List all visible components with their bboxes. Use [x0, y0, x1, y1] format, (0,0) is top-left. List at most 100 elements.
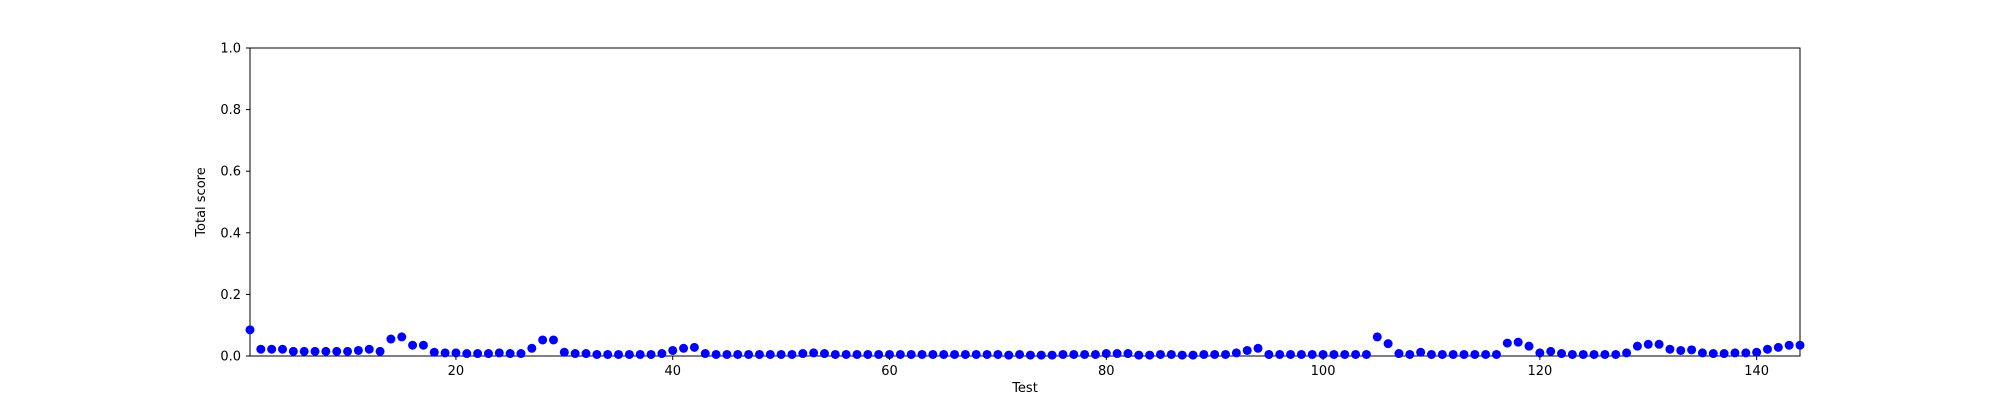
- x-tick-label: 20: [448, 364, 465, 379]
- data-point: [1004, 350, 1014, 360]
- y-tick-label: 0.4: [220, 226, 241, 241]
- y-axis-label: Total score: [194, 167, 209, 237]
- data-point: [679, 343, 689, 353]
- data-point: [1318, 349, 1328, 359]
- y-axis: 0.0 0.2 0.4 0.6 0.8 1.0: [220, 42, 250, 365]
- data-point: [1600, 349, 1610, 359]
- data-point: [1188, 350, 1198, 360]
- data-point: [819, 349, 829, 359]
- y-tick-label: 0.0: [220, 350, 241, 365]
- data-point: [570, 349, 580, 359]
- data-point: [614, 349, 624, 359]
- data-point: [1155, 349, 1165, 359]
- data-point: [1567, 349, 1577, 359]
- data-point: [1481, 349, 1491, 359]
- data-point: [787, 349, 797, 359]
- data-point: [1307, 349, 1317, 359]
- data-point: [624, 349, 634, 359]
- data-point: [906, 349, 916, 359]
- x-tick-label: 80: [1098, 364, 1115, 379]
- data-point: [689, 342, 699, 352]
- data-point: [1524, 341, 1534, 351]
- data-point: [1752, 347, 1762, 357]
- data-point: [1437, 349, 1447, 359]
- data-point: [1058, 349, 1068, 359]
- data-point: [1210, 349, 1220, 359]
- data-point: [1145, 350, 1155, 360]
- data-point: [1697, 348, 1707, 358]
- data-point: [440, 348, 450, 358]
- data-point: [321, 346, 331, 356]
- data-point: [245, 325, 255, 335]
- data-point: [310, 346, 320, 356]
- data-point: [700, 349, 710, 359]
- data-point: [928, 349, 938, 359]
- data-point: [1177, 350, 1187, 360]
- data-point: [1036, 350, 1046, 360]
- data-point: [1166, 349, 1176, 359]
- data-point: [375, 346, 385, 356]
- data-point: [1047, 350, 1057, 360]
- data-point: [1502, 338, 1512, 348]
- y-tick-label: 1.0: [220, 42, 241, 57]
- data-point: [1264, 349, 1274, 359]
- data-point: [494, 348, 504, 358]
- data-point: [830, 349, 840, 359]
- data-point: [1015, 349, 1025, 359]
- data-point: [798, 349, 808, 359]
- data-point: [1470, 349, 1480, 359]
- data-point: [1459, 349, 1469, 359]
- x-tick-label: 120: [1527, 364, 1552, 379]
- data-point: [343, 346, 353, 356]
- data-point: [635, 349, 645, 359]
- data-point: [451, 348, 461, 358]
- y-tick-label: 0.8: [220, 103, 241, 118]
- data-point: [418, 340, 428, 350]
- data-point: [1513, 337, 1523, 347]
- data-point: [267, 344, 277, 354]
- data-point: [1643, 339, 1653, 349]
- data-point: [1080, 349, 1090, 359]
- data-point: [429, 347, 439, 357]
- data-point: [1416, 347, 1426, 357]
- data-point: [581, 349, 591, 359]
- data-point: [1632, 341, 1642, 351]
- data-point: [1025, 350, 1035, 360]
- data-point: [1654, 339, 1664, 349]
- data-point: [950, 349, 960, 359]
- data-point: [1676, 345, 1686, 355]
- data-point: [1242, 345, 1252, 355]
- x-tick-label: 40: [664, 364, 681, 379]
- data-point: [1448, 349, 1458, 359]
- data-point: [776, 349, 786, 359]
- data-point: [960, 349, 970, 359]
- data-point: [1784, 340, 1794, 350]
- data-point: [1546, 346, 1556, 356]
- data-point: [1578, 349, 1588, 359]
- plot-area-frame: [249, 47, 1801, 357]
- data-point: [1741, 348, 1751, 358]
- x-tick-label: 100: [1311, 364, 1336, 379]
- data-point: [353, 345, 363, 355]
- data-point: [657, 349, 667, 359]
- data-point: [1611, 349, 1621, 359]
- data-point: [1275, 349, 1285, 359]
- data-point: [1069, 349, 1079, 359]
- x-axis: 20 40 60 80 100 120 140: [448, 356, 1769, 379]
- data-point: [874, 349, 884, 359]
- data-point: [397, 332, 407, 342]
- y-tick-label: 0.2: [220, 288, 241, 303]
- data-point: [809, 348, 819, 358]
- data-point: [1231, 348, 1241, 358]
- data-point: [538, 335, 548, 345]
- data-point: [1351, 349, 1361, 359]
- data-point: [408, 340, 418, 350]
- points-layer: [245, 325, 1805, 360]
- data-point: [939, 349, 949, 359]
- data-point: [1622, 348, 1632, 358]
- data-point: [516, 349, 526, 359]
- data-point: [364, 344, 374, 354]
- x-tick-label: 60: [881, 364, 898, 379]
- data-point: [993, 349, 1003, 359]
